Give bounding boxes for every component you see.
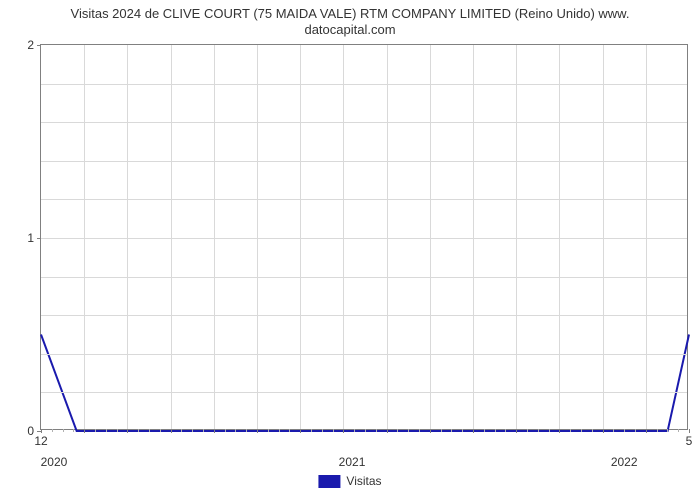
x-tick-mark xyxy=(84,429,85,433)
chart-title-line2: datocapital.com xyxy=(304,22,395,37)
x-minor-tick xyxy=(408,429,409,432)
x-minor-tick xyxy=(311,429,312,432)
series-polyline xyxy=(41,335,689,432)
gridline-vertical xyxy=(516,45,517,429)
gridline-vertical xyxy=(171,45,172,429)
x-minor-tick xyxy=(667,429,668,432)
x-tick-mark xyxy=(689,429,690,433)
x-minor-tick xyxy=(235,429,236,432)
gridline-vertical xyxy=(387,45,388,429)
x-tick-mark xyxy=(300,429,301,433)
x-tick-mark xyxy=(430,429,431,433)
gridline-vertical xyxy=(343,45,344,429)
chart-plot-area: 012202020212022125 xyxy=(40,44,688,430)
gridline-horizontal xyxy=(41,122,687,123)
x-minor-tick xyxy=(397,429,398,432)
x-minor-tick xyxy=(365,429,366,432)
x-minor-tick xyxy=(624,429,625,432)
x-minor-tick xyxy=(333,429,334,432)
x-tick-mark xyxy=(646,429,647,433)
y-tick-mark xyxy=(37,45,41,46)
x-tick-mark xyxy=(343,429,344,433)
x-tick-label: 2022 xyxy=(611,429,638,469)
x-tick-mark xyxy=(171,429,172,433)
gridline-vertical xyxy=(127,45,128,429)
x-minor-tick xyxy=(657,429,658,432)
gridline-horizontal xyxy=(41,199,687,200)
x-minor-tick xyxy=(322,429,323,432)
x-tick-mark xyxy=(41,429,42,433)
x-minor-tick xyxy=(52,429,53,432)
legend-label: Visitas xyxy=(346,474,381,488)
x-tick-mark xyxy=(257,429,258,433)
x-minor-tick xyxy=(441,429,442,432)
gridline-horizontal xyxy=(41,354,687,355)
x-minor-tick xyxy=(192,429,193,432)
x-tick-mark xyxy=(214,429,215,433)
x-minor-tick xyxy=(570,429,571,432)
x-minor-tick xyxy=(117,429,118,432)
x-minor-tick xyxy=(106,429,107,432)
x-minor-tick xyxy=(451,429,452,432)
x-minor-tick xyxy=(635,429,636,432)
gridline-vertical xyxy=(300,45,301,429)
x-minor-tick xyxy=(203,429,204,432)
gridline-vertical xyxy=(603,45,604,429)
x-minor-tick xyxy=(613,429,614,432)
chart-title-line1: Visitas 2024 de CLIVE COURT (75 MAIDA VA… xyxy=(71,6,630,21)
gridline-vertical xyxy=(430,45,431,429)
legend: Visitas xyxy=(318,474,381,488)
x-minor-tick xyxy=(462,429,463,432)
x-minor-tick xyxy=(419,429,420,432)
series-line-layer xyxy=(41,45,687,429)
x-minor-tick xyxy=(505,429,506,432)
gridline-horizontal xyxy=(41,84,687,85)
x-minor-tick xyxy=(354,429,355,432)
x-tick-mark xyxy=(473,429,474,433)
gridline-vertical xyxy=(257,45,258,429)
x-minor-tick xyxy=(289,429,290,432)
gridline-horizontal xyxy=(41,161,687,162)
x-minor-tick xyxy=(268,429,269,432)
x-minor-tick xyxy=(160,429,161,432)
chart-title: Visitas 2024 de CLIVE COURT (75 MAIDA VA… xyxy=(0,6,700,39)
gridline-horizontal xyxy=(41,238,687,239)
x-minor-tick xyxy=(138,429,139,432)
legend-swatch xyxy=(318,475,340,488)
x-minor-tick xyxy=(549,429,550,432)
x-tick-mark xyxy=(516,429,517,433)
gridline-vertical xyxy=(473,45,474,429)
x-tick-mark xyxy=(559,429,560,433)
x-tick-mark xyxy=(603,429,604,433)
x-minor-tick xyxy=(538,429,539,432)
x-minor-tick xyxy=(527,429,528,432)
x-minor-tick xyxy=(73,429,74,432)
gridline-horizontal xyxy=(41,277,687,278)
x-minor-tick xyxy=(678,429,679,432)
gridline-horizontal xyxy=(41,315,687,316)
x-minor-tick xyxy=(63,429,64,432)
x-minor-tick xyxy=(181,429,182,432)
x-tick-mark xyxy=(387,429,388,433)
x-tick-mark xyxy=(127,429,128,433)
x-minor-tick xyxy=(246,429,247,432)
x-minor-tick xyxy=(484,429,485,432)
x-minor-tick xyxy=(225,429,226,432)
x-minor-tick xyxy=(149,429,150,432)
x-tick-label: 2021 xyxy=(339,429,366,469)
gridline-vertical xyxy=(214,45,215,429)
gridline-vertical xyxy=(559,45,560,429)
x-minor-tick xyxy=(495,429,496,432)
x-minor-tick xyxy=(279,429,280,432)
y-tick-mark xyxy=(37,238,41,239)
x-minor-tick xyxy=(95,429,96,432)
gridline-horizontal xyxy=(41,392,687,393)
x-minor-tick xyxy=(376,429,377,432)
gridline-vertical xyxy=(646,45,647,429)
x-minor-tick xyxy=(592,429,593,432)
x-minor-tick xyxy=(581,429,582,432)
gridline-vertical xyxy=(84,45,85,429)
